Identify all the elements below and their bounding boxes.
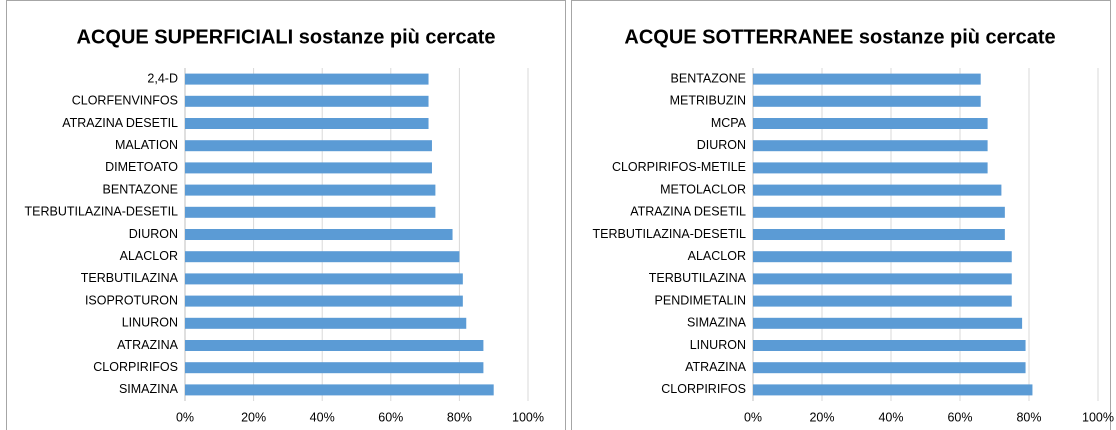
- bar: [753, 340, 1026, 351]
- x-tick-label: 0%: [744, 410, 762, 424]
- x-tick-label: 20%: [241, 410, 266, 424]
- bar: [185, 340, 484, 351]
- y-tick-label: CLORPIRIFOS: [93, 360, 178, 374]
- bar: [753, 384, 1033, 396]
- bar: [185, 384, 494, 396]
- y-tick-label: BENTAZONE: [671, 71, 746, 85]
- chart-title: ACQUE SOTTERRANEE sostanze più cercate: [624, 26, 1055, 48]
- y-tick-label: CLORPIRIFOS-METILE: [612, 160, 746, 174]
- y-tick-label: ALACLOR: [120, 249, 178, 263]
- x-tick-label: 80%: [1016, 410, 1041, 424]
- x-tick-label: 100%: [512, 410, 544, 424]
- bar: [185, 251, 460, 263]
- x-tick-label: 40%: [310, 410, 335, 424]
- bar: [185, 184, 436, 196]
- y-tick-label: TERBUTILAZINA: [649, 271, 747, 285]
- bar: [753, 317, 1023, 329]
- y-tick-label: TERBUTILAZINA: [81, 271, 179, 285]
- bar: [753, 273, 1012, 285]
- x-tick-label: 40%: [878, 410, 903, 424]
- y-tick-label: DIMETOATO: [105, 160, 178, 174]
- bar: [185, 140, 432, 152]
- y-tick-label: 2,4-D: [147, 71, 178, 85]
- bar: [753, 140, 988, 152]
- y-tick-label: MCPA: [711, 116, 747, 130]
- bar: [185, 229, 453, 240]
- y-tick-label: ATRAZINA: [117, 338, 179, 352]
- bar: [753, 95, 981, 107]
- bar: [753, 184, 1002, 196]
- y-tick-label: ATRAZINA DESETIL: [630, 205, 746, 219]
- bar: [185, 206, 436, 218]
- bar: [185, 118, 429, 129]
- y-tick-label: LINURON: [122, 316, 178, 330]
- bar: [753, 251, 1012, 263]
- x-tick-label: 20%: [809, 410, 834, 424]
- y-tick-label: TERBUTILAZINA-DESETIL: [593, 227, 747, 241]
- bar: [753, 295, 1012, 307]
- y-tick-label: LINURON: [690, 338, 746, 352]
- y-tick-label: CLORFENVINFOS: [72, 94, 178, 108]
- bar: [753, 206, 1005, 218]
- y-tick-label: ATRAZINA DESETIL: [62, 116, 178, 130]
- bar: [753, 162, 988, 174]
- x-tick-label: 60%: [378, 410, 403, 424]
- bar: [185, 95, 429, 107]
- x-tick-label: 60%: [947, 410, 972, 424]
- bar: [185, 273, 463, 285]
- bar: [185, 295, 463, 307]
- y-tick-label: MALATION: [115, 138, 178, 152]
- x-tick-label: 100%: [1082, 410, 1114, 424]
- y-tick-label: DIURON: [697, 138, 746, 152]
- y-tick-label: METOLACLOR: [660, 182, 746, 196]
- bar: [753, 73, 981, 85]
- y-tick-label: PENDIMETALIN: [655, 293, 746, 307]
- bar: [753, 229, 1005, 240]
- bar: [185, 162, 432, 174]
- y-tick-label: SIMAZINA: [687, 316, 747, 330]
- y-tick-label: TERBUTILAZINA-DESETIL: [25, 205, 179, 219]
- y-tick-label: ISOPROTURON: [85, 293, 178, 307]
- bar: [753, 118, 988, 129]
- bar: [185, 317, 467, 329]
- y-tick-label: ALACLOR: [688, 249, 746, 263]
- bar: [185, 73, 429, 85]
- y-tick-label: CLORPIRIFOS: [661, 382, 746, 396]
- x-tick-label: 80%: [447, 410, 472, 424]
- bar: [185, 362, 484, 374]
- y-tick-label: DIURON: [129, 227, 178, 241]
- chart-title: ACQUE SUPERFICIALI sostanze più cercate: [77, 26, 496, 48]
- y-tick-label: SIMAZINA: [119, 382, 179, 396]
- y-tick-label: ATRAZINA: [685, 360, 747, 374]
- x-tick-label: 0%: [176, 410, 194, 424]
- y-tick-label: METRIBUZIN: [670, 94, 746, 108]
- bar: [753, 362, 1026, 374]
- y-tick-label: BENTAZONE: [103, 182, 178, 196]
